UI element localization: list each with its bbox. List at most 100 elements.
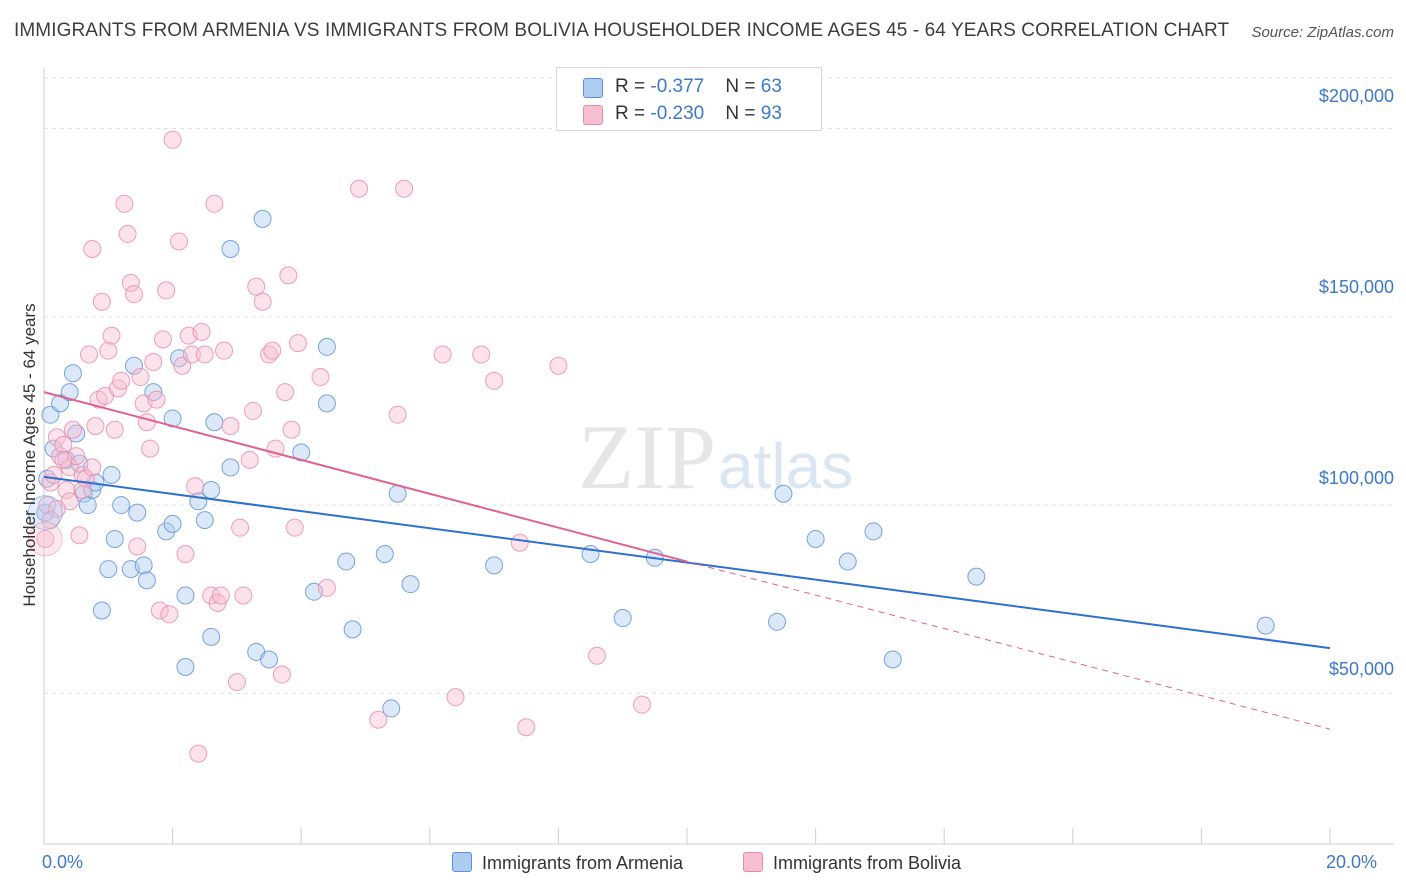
bolivia-point	[510, 533, 529, 552]
bolivia-point	[141, 439, 160, 458]
armenia-point	[221, 239, 240, 258]
armenia-point	[60, 383, 79, 402]
armenia-point	[78, 496, 97, 515]
armenia-swatch	[583, 78, 603, 98]
bolivia-point	[86, 416, 105, 435]
bolivia-swatch	[583, 105, 603, 125]
bottom-legend-armenia: Immigrants from Armenia	[452, 852, 683, 874]
bolivia-point	[221, 416, 240, 435]
bolivia-legend-label: Immigrants from Bolivia	[773, 853, 962, 873]
armenia-point	[202, 481, 221, 500]
legend-r-label: R =	[615, 103, 651, 124]
armenia-point	[125, 356, 144, 375]
bolivia-point	[317, 578, 336, 597]
legend-n-label: N =	[725, 76, 761, 97]
source-label: Source: ZipAtlas.com	[1251, 24, 1394, 41]
armenia-point	[128, 503, 147, 522]
bottom-legend-bolivia: Immigrants from Bolivia	[743, 852, 961, 874]
armenia-point	[202, 627, 221, 646]
bolivia-point	[102, 326, 121, 345]
bolivia-point	[144, 352, 163, 371]
chart-title: IMMIGRANTS FROM ARMENIA VS IMMIGRANTS FR…	[14, 20, 1230, 41]
bolivia-point	[63, 420, 82, 439]
armenia-point	[401, 575, 420, 594]
bolivia-point	[247, 277, 266, 296]
bolivia-point	[192, 322, 211, 341]
bolivia-point	[153, 330, 172, 349]
bolivia-point	[388, 405, 407, 424]
bolivia-point	[131, 368, 150, 387]
bolivia-point	[137, 413, 156, 432]
armenia-point	[105, 529, 124, 548]
legend-n-value-armenia: 63	[760, 76, 782, 97]
bolivia-point	[243, 401, 262, 420]
armenia-point	[768, 612, 787, 631]
bolivia-point	[215, 341, 234, 360]
bolivia-point	[36, 529, 55, 548]
armenia-point	[205, 413, 224, 432]
bolivia-point	[182, 345, 201, 364]
x-tick-label-min: 0.0%	[42, 852, 84, 872]
bolivia-point	[99, 341, 118, 360]
bolivia-point	[170, 232, 189, 251]
bolivia-point	[150, 601, 169, 620]
bolivia-point	[186, 477, 205, 496]
armenia-point	[774, 484, 793, 503]
bolivia-point	[80, 345, 99, 364]
watermark-atlas: atlas	[718, 430, 853, 502]
bolivia-point	[121, 273, 140, 292]
armenia-point	[1256, 616, 1275, 635]
bolivia-point	[587, 646, 606, 665]
bolivia-point	[125, 285, 144, 304]
armenia-point	[317, 337, 336, 356]
bolivia-point	[115, 194, 134, 213]
armenia-point-cluster	[27, 495, 63, 531]
bolivia-point	[47, 428, 66, 447]
bolivia-point	[157, 281, 176, 300]
bolivia-point	[92, 292, 111, 311]
bolivia-point	[112, 371, 131, 390]
armenia-point	[343, 620, 362, 639]
bolivia-point	[211, 586, 230, 605]
armenia-point	[176, 586, 195, 605]
bolivia-point	[176, 545, 195, 564]
armenia-point	[157, 522, 176, 541]
correlation-legend: R = -0.377 N = 63 R = -0.230 N = 93	[556, 67, 822, 131]
legend-n-value-bolivia: 93	[760, 103, 782, 124]
bolivia-point	[279, 266, 298, 285]
armenia-point	[838, 552, 857, 571]
armenia-point	[92, 601, 111, 620]
bolivia-point	[263, 341, 282, 360]
armenia-point	[864, 522, 883, 541]
y-tick-label: $100,000	[1318, 468, 1394, 488]
armenia-point	[99, 560, 118, 579]
bolivia-trend-line-extension	[686, 561, 1331, 730]
bolivia-point	[202, 586, 221, 605]
bolivia-point	[195, 345, 214, 364]
bolivia-point	[288, 334, 307, 353]
bolivia-legend-swatch	[743, 852, 763, 872]
y-axis-title: Householder Income Ages 45 - 64 years	[20, 303, 39, 607]
armenia-point	[112, 496, 131, 515]
bolivia-point	[549, 356, 568, 375]
armenia-point	[485, 556, 504, 575]
armenia-point	[337, 552, 356, 571]
armenia-point	[63, 364, 82, 383]
bolivia-point	[446, 688, 465, 707]
bolivia-point	[189, 744, 208, 763]
armenia-point	[253, 209, 272, 228]
bolivia-point	[205, 194, 224, 213]
armenia-trend-line	[43, 475, 1331, 650]
armenia-point	[221, 458, 240, 477]
armenia-point	[134, 556, 153, 575]
legend-n-label: N =	[725, 103, 761, 124]
armenia-legend-label: Immigrants from Armenia	[482, 853, 684, 873]
bolivia-point	[118, 224, 137, 243]
bolivia-point	[253, 292, 272, 311]
bolivia-point	[83, 239, 102, 258]
bolivia-point-cluster	[27, 521, 63, 557]
bolivia-point	[147, 390, 166, 409]
armenia-point	[806, 529, 825, 548]
armenia-point	[102, 465, 121, 484]
